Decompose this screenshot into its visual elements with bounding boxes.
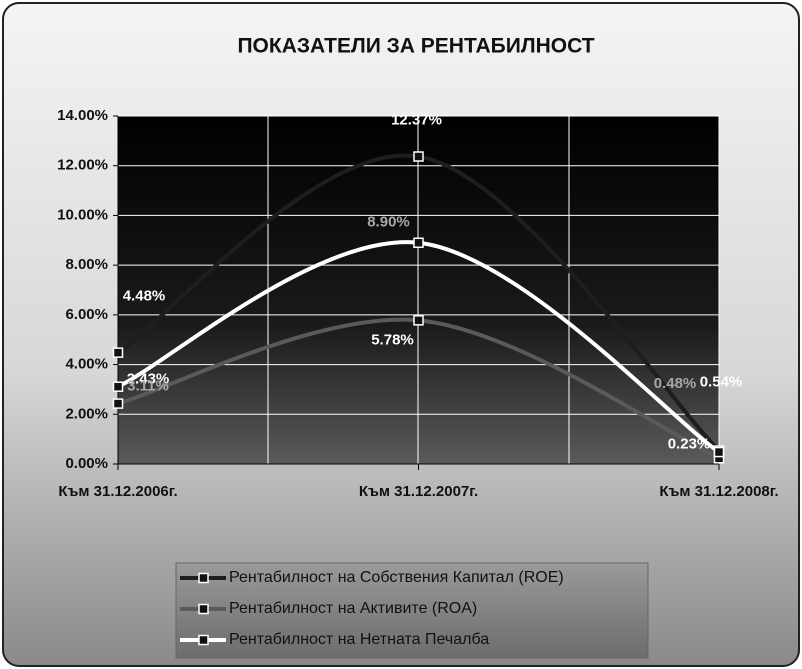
marker [713,446,725,458]
marker [112,381,124,392]
data-label: 8.90% [367,214,410,231]
legend-marker [198,634,209,646]
data-label: 4.48% [123,288,166,305]
y-tick-label: 12.00% [57,157,108,174]
legend-label: Рентабилност на Собствения Капитал (ROE) [229,569,564,586]
x-tick-label: Към 31.12.2008г. [659,483,778,500]
y-tick-label: 6.00% [65,306,108,323]
y-tick-label: 0.00% [65,455,108,472]
y-tick-label: 8.00% [65,256,108,273]
legend-marker [198,572,209,584]
x-tick-label: Към 31.12.2007г. [359,483,478,500]
y-tick-label: 14.00% [57,107,108,124]
marker [413,151,424,162]
data-label: 0.23% [668,435,711,452]
data-label: 5.78% [371,331,414,348]
legend [175,562,649,659]
marker [413,237,424,249]
data-label: 0.54% [700,374,743,391]
y-tick-label: 2.00% [65,405,108,422]
legend-label: Рентабилност на Нетната Печалба [229,631,489,648]
marker [112,347,124,358]
data-label: 3.11% [127,378,169,395]
marker [413,315,424,326]
data-label: 0.48% [654,375,697,392]
chart-title: ПОКАЗАТЕЛИ ЗА РЕНТАБИЛНОСТ [237,35,594,58]
data-label: 12.37% [391,111,442,128]
legend-label: Рентабилност на Активите (ROA) [229,600,477,617]
y-tick-label: 10.00% [57,206,108,223]
x-tick-label: Към 31.12.2006г. [58,483,177,500]
legend-marker [198,603,209,615]
y-tick-label: 4.00% [65,356,108,373]
marker [112,398,124,409]
